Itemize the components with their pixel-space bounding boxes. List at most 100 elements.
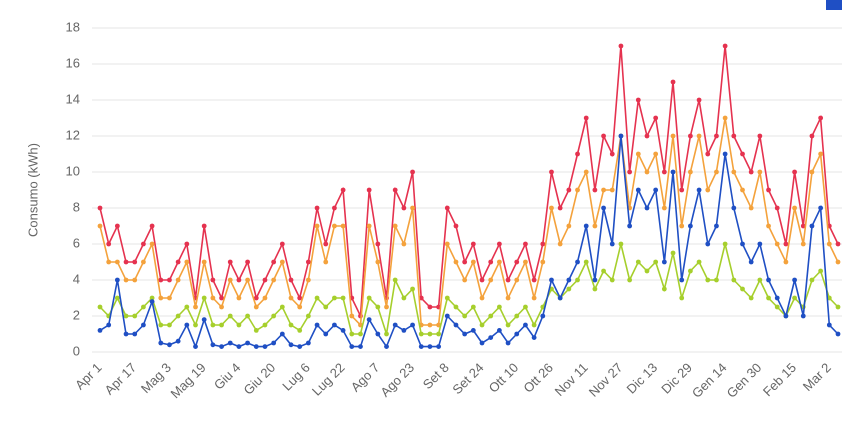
point	[757, 277, 763, 283]
point	[175, 313, 181, 319]
point	[167, 322, 172, 328]
point	[297, 304, 303, 310]
x-tick-label: Ott 10	[486, 360, 522, 396]
point	[774, 241, 780, 247]
point	[523, 322, 528, 328]
point	[236, 344, 242, 349]
point	[523, 304, 528, 310]
point	[688, 223, 693, 229]
point	[644, 133, 650, 139]
point	[106, 322, 112, 328]
point	[245, 313, 251, 319]
point	[505, 295, 511, 301]
point	[245, 259, 251, 265]
point	[705, 241, 711, 247]
point	[505, 322, 511, 328]
point	[774, 205, 780, 211]
point	[123, 259, 129, 265]
point	[566, 277, 572, 283]
y-tick-label: 16	[66, 55, 80, 70]
point	[714, 169, 719, 175]
point	[366, 223, 372, 229]
point	[583, 259, 589, 265]
point	[714, 277, 719, 283]
point	[722, 43, 728, 49]
point	[219, 322, 224, 328]
point	[297, 295, 303, 301]
point	[661, 205, 667, 211]
point	[375, 241, 381, 247]
point	[601, 268, 606, 274]
point	[262, 277, 268, 283]
point	[236, 277, 242, 283]
point	[549, 169, 554, 175]
point	[305, 259, 311, 265]
point	[253, 344, 259, 349]
point	[714, 223, 719, 229]
point	[479, 322, 485, 328]
point	[479, 277, 485, 283]
point	[358, 331, 363, 337]
point	[835, 331, 841, 337]
x-tick-label: Lug 6	[279, 360, 313, 394]
point	[740, 151, 745, 157]
x-tick-label: Nov 11	[552, 360, 591, 399]
point	[618, 43, 624, 49]
point	[332, 205, 337, 211]
point	[201, 295, 207, 301]
point	[123, 277, 129, 283]
point	[167, 277, 172, 283]
point	[505, 277, 511, 283]
point	[262, 322, 268, 328]
point	[748, 259, 754, 265]
point	[279, 331, 285, 337]
point	[531, 277, 537, 283]
point	[462, 277, 468, 283]
point	[271, 313, 277, 319]
point	[688, 268, 693, 274]
point	[132, 313, 138, 319]
point	[575, 187, 580, 193]
point	[427, 331, 433, 337]
point	[818, 151, 824, 157]
point	[627, 277, 633, 283]
point	[158, 340, 164, 346]
point	[696, 259, 702, 265]
point	[800, 223, 806, 229]
point	[158, 277, 164, 283]
point	[470, 259, 476, 265]
point	[566, 187, 572, 193]
point	[114, 277, 120, 283]
y-tick-label: 18	[66, 19, 80, 34]
point	[97, 205, 103, 211]
point	[193, 322, 198, 328]
point	[271, 259, 277, 265]
point	[523, 259, 528, 265]
point	[184, 259, 190, 265]
y-axis-label: Consumo (kWh)	[25, 143, 40, 237]
point	[210, 295, 216, 301]
point	[757, 133, 763, 139]
point	[609, 277, 615, 283]
point	[783, 313, 789, 319]
point	[401, 205, 407, 211]
point	[323, 331, 329, 337]
point	[141, 241, 146, 247]
point	[236, 322, 242, 328]
point	[114, 223, 120, 229]
x-tick-label: Dic 13	[624, 360, 661, 397]
point	[305, 340, 311, 346]
legend-icon[interactable]	[826, 0, 842, 10]
point	[210, 342, 216, 348]
point	[132, 331, 138, 337]
point	[609, 187, 615, 193]
point	[262, 344, 268, 349]
point	[505, 340, 511, 346]
point	[792, 295, 797, 301]
point	[696, 133, 702, 139]
x-tick-label: Giu 4	[211, 360, 244, 393]
point	[696, 187, 702, 193]
point	[566, 286, 572, 292]
point	[583, 169, 589, 175]
